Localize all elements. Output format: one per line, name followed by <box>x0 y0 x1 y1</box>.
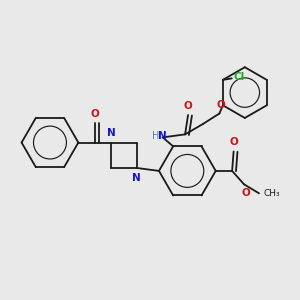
Text: H: H <box>152 131 160 141</box>
Text: N: N <box>158 131 167 141</box>
Text: Cl: Cl <box>233 72 244 82</box>
Text: O: O <box>241 188 250 198</box>
Text: O: O <box>90 109 99 118</box>
Text: N: N <box>107 128 116 138</box>
Text: O: O <box>184 100 192 110</box>
Text: O: O <box>217 100 225 110</box>
Text: O: O <box>229 137 238 147</box>
Text: CH₃: CH₃ <box>263 189 280 198</box>
Text: N: N <box>132 173 141 183</box>
